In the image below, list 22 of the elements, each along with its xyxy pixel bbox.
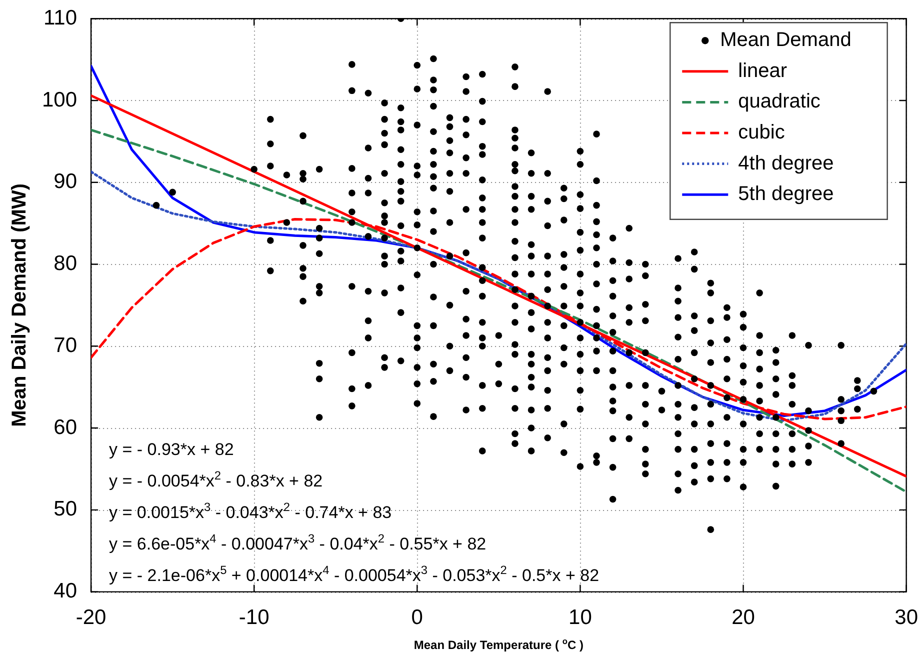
x-tick-label: 30 <box>894 606 918 630</box>
legend-label: 4th degree <box>738 152 834 174</box>
x-tick-label: 10 <box>568 606 592 630</box>
x-tick-label: -10 <box>238 606 270 630</box>
x-tick-label: 0 <box>411 606 423 630</box>
y-tick-label: 80 <box>54 252 78 276</box>
x-tick-label: -20 <box>76 606 106 630</box>
y-tick-label: 60 <box>54 416 78 439</box>
legend-label: cubic <box>738 122 785 144</box>
annotation: y = - 0.93*x + 82 <box>109 440 234 459</box>
y-tick-label: 50 <box>54 498 78 521</box>
legend-label: linear <box>738 60 788 82</box>
y-tick-label: 100 <box>42 88 78 112</box>
y-tick-label: 90 <box>54 170 78 194</box>
x-tick-label: 20 <box>732 606 755 630</box>
legend-label: 5th degree <box>738 183 834 206</box>
legend-label: quadratic <box>738 90 820 113</box>
legend-label: Mean Demand <box>720 29 852 52</box>
y-axis-title: Mean Daily Demand (MW) <box>8 184 31 427</box>
y-tick-label: 70 <box>54 334 78 357</box>
y-tick-label: 110 <box>44 6 78 30</box>
y-tick-label: 40 <box>54 580 78 603</box>
